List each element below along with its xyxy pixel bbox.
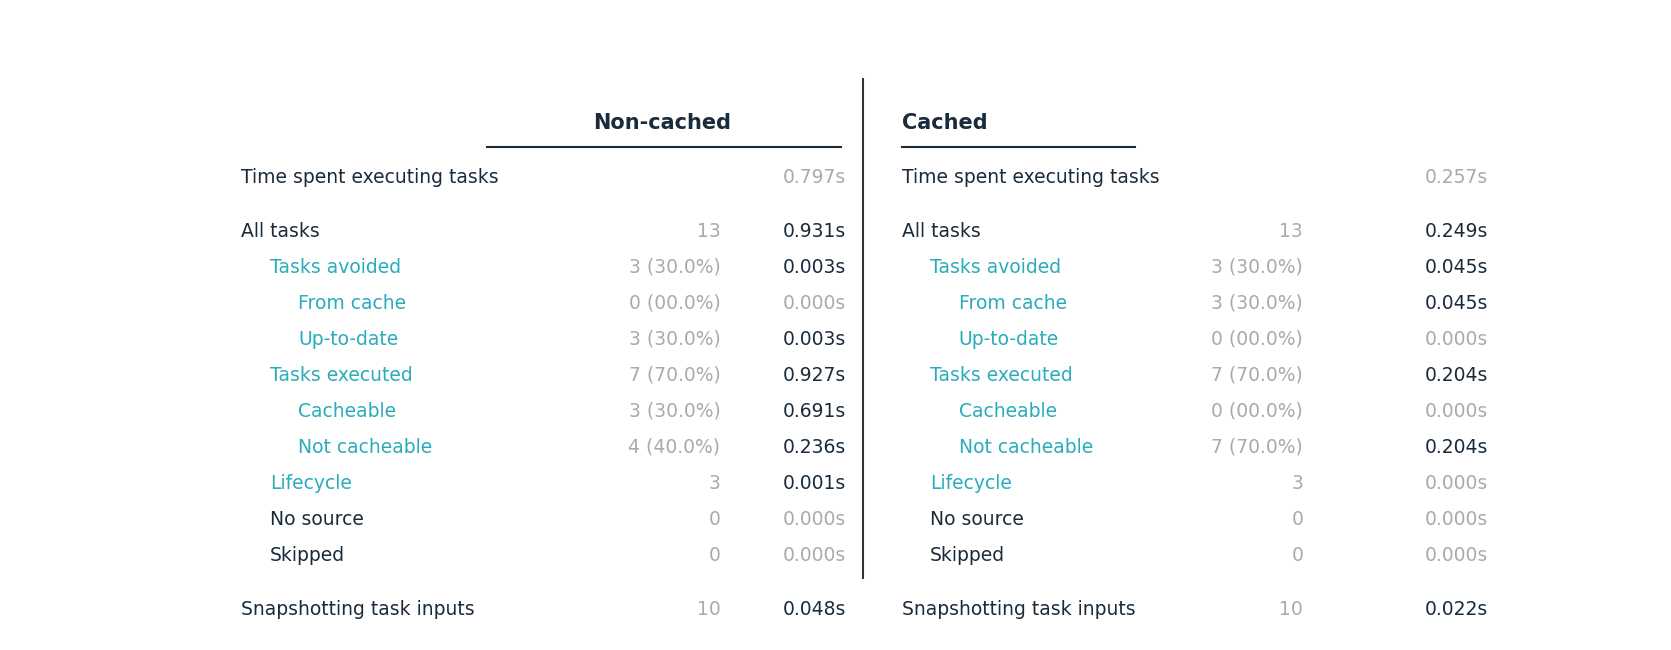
Text: 0.048s: 0.048s (782, 599, 846, 619)
Text: Time spent executing tasks: Time spent executing tasks (902, 168, 1160, 187)
Text: 3 (30.0%): 3 (30.0%) (628, 402, 720, 421)
Text: 0 (00.0%): 0 (00.0%) (1211, 330, 1303, 349)
Text: 0.204s: 0.204s (1425, 438, 1489, 457)
Text: 0.022s: 0.022s (1425, 599, 1489, 619)
Text: 3: 3 (709, 474, 720, 493)
Text: 0.000s: 0.000s (782, 510, 846, 529)
Text: 7 (70.0%): 7 (70.0%) (1211, 366, 1303, 385)
Text: Skipped: Skipped (931, 546, 1006, 565)
Text: 0.257s: 0.257s (1425, 168, 1489, 187)
Text: 10: 10 (697, 599, 720, 619)
Text: 0 (00.0%): 0 (00.0%) (628, 294, 720, 313)
Text: 3 (30.0%): 3 (30.0%) (628, 257, 720, 277)
Text: 0.000s: 0.000s (782, 546, 846, 565)
Text: 0.931s: 0.931s (782, 222, 846, 240)
Text: Tasks executed: Tasks executed (931, 366, 1073, 385)
Text: Up-to-date: Up-to-date (297, 330, 398, 349)
Text: No source: No source (269, 510, 364, 529)
Text: 0.249s: 0.249s (1425, 222, 1489, 240)
Text: 13: 13 (1280, 222, 1303, 240)
Text: 0.797s: 0.797s (782, 168, 846, 187)
Text: From cache: From cache (297, 294, 406, 313)
Text: 10: 10 (1280, 599, 1303, 619)
Text: Non-cached: Non-cached (593, 113, 732, 133)
Text: 0.045s: 0.045s (1425, 294, 1489, 313)
Text: 0.000s: 0.000s (1425, 402, 1489, 421)
Text: 0.003s: 0.003s (782, 257, 846, 277)
Text: 0.204s: 0.204s (1425, 366, 1489, 385)
Text: 0.000s: 0.000s (782, 294, 846, 313)
Text: Tasks avoided: Tasks avoided (269, 257, 401, 277)
Text: All tasks: All tasks (241, 222, 321, 240)
Text: 3 (30.0%): 3 (30.0%) (1211, 294, 1303, 313)
Text: All tasks: All tasks (902, 222, 981, 240)
Text: Tasks avoided: Tasks avoided (931, 257, 1061, 277)
Text: 0.001s: 0.001s (782, 474, 846, 493)
Text: 0.927s: 0.927s (782, 366, 846, 385)
Text: 0: 0 (1292, 510, 1303, 529)
Text: Time spent executing tasks: Time spent executing tasks (241, 168, 500, 187)
Text: 13: 13 (697, 222, 720, 240)
Text: 7 (70.0%): 7 (70.0%) (1211, 438, 1303, 457)
Text: 4 (40.0%): 4 (40.0%) (628, 438, 720, 457)
Text: Lifecycle: Lifecycle (931, 474, 1013, 493)
Text: Snapshotting task inputs: Snapshotting task inputs (902, 599, 1135, 619)
Text: Lifecycle: Lifecycle (269, 474, 351, 493)
Text: Snapshotting task inputs: Snapshotting task inputs (241, 599, 475, 619)
Text: 0.000s: 0.000s (1425, 330, 1489, 349)
Text: 3 (30.0%): 3 (30.0%) (628, 330, 720, 349)
Text: Skipped: Skipped (269, 546, 344, 565)
Text: From cache: From cache (959, 294, 1066, 313)
Text: 3: 3 (1292, 474, 1303, 493)
Text: 3 (30.0%): 3 (30.0%) (1211, 257, 1303, 277)
Text: 0.000s: 0.000s (1425, 474, 1489, 493)
Text: 0.691s: 0.691s (782, 402, 846, 421)
Text: No source: No source (931, 510, 1024, 529)
Text: 0.000s: 0.000s (1425, 510, 1489, 529)
Text: 0: 0 (709, 546, 720, 565)
Text: 0.000s: 0.000s (1425, 546, 1489, 565)
Text: 0 (00.0%): 0 (00.0%) (1211, 402, 1303, 421)
Text: 7 (70.0%): 7 (70.0%) (628, 366, 720, 385)
Text: Cacheable: Cacheable (297, 402, 396, 421)
Text: 0.045s: 0.045s (1425, 257, 1489, 277)
Text: 0.236s: 0.236s (782, 438, 846, 457)
Text: 0: 0 (1292, 546, 1303, 565)
Text: Cacheable: Cacheable (959, 402, 1056, 421)
Text: Cached: Cached (902, 113, 988, 133)
Text: Tasks executed: Tasks executed (269, 366, 413, 385)
Text: Not cacheable: Not cacheable (297, 438, 433, 457)
Text: 0.003s: 0.003s (782, 330, 846, 349)
Text: 0: 0 (709, 510, 720, 529)
Text: Up-to-date: Up-to-date (959, 330, 1059, 349)
Text: Not cacheable: Not cacheable (959, 438, 1093, 457)
